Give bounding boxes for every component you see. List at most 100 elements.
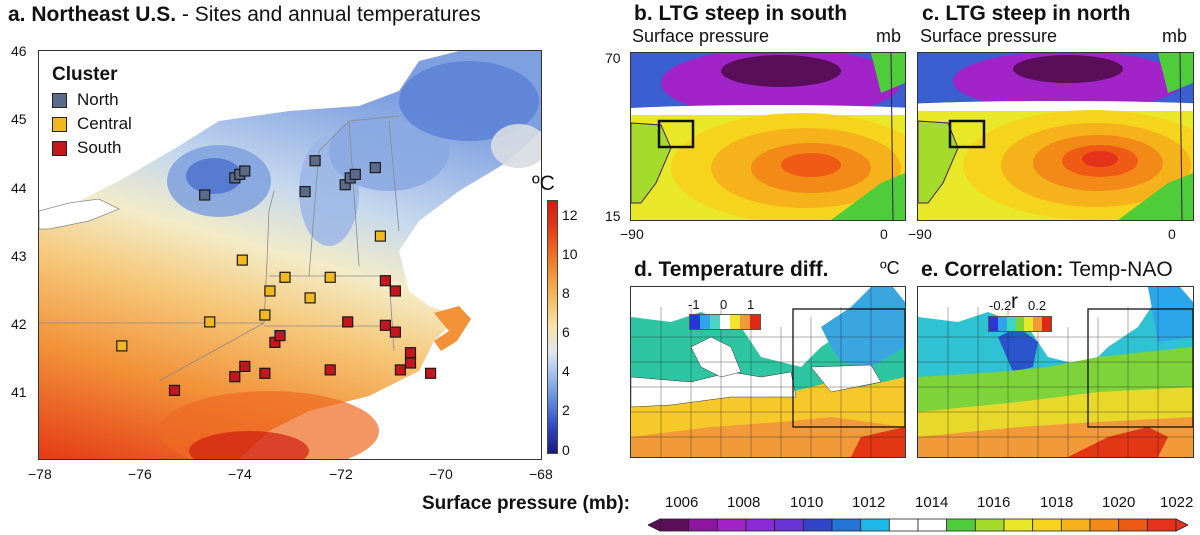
colorbar-cell-2 (688, 518, 718, 532)
correlation-map (918, 287, 1193, 457)
site-marker-central-9 (374, 230, 386, 242)
site-marker-central-2 (204, 316, 216, 328)
panel-b-ytick-70: 70 (605, 50, 621, 66)
pressure-tick-1016: 1016 (977, 494, 1011, 511)
panel-e-scalebar (988, 316, 1052, 332)
site-marker-south-12 (404, 357, 417, 369)
site-marker-north-4 (239, 165, 251, 177)
site-marker-south-9 (379, 319, 391, 331)
panel-b-subtitle: Surface pressure (632, 26, 770, 46)
temperature-colorbar (547, 200, 558, 454)
site-marker-south-11 (394, 364, 406, 376)
colorbar-cell-1 (659, 518, 690, 532)
panel-d-scale-tick-0: 0 (720, 297, 728, 312)
colorbar-cell-13 (1003, 518, 1034, 532)
panel-d-title: d. Temperature diff. (634, 258, 829, 281)
panel-a-title: a. Northeast U.S. - Sites and annual tem… (8, 3, 481, 26)
panel-c-xtick-90: −90 (908, 226, 932, 242)
panel-c-study-box (948, 119, 986, 149)
temperature-unit: ºC (532, 172, 555, 195)
panel-a-xtick-78: −78 (28, 466, 52, 482)
pressure-tick-1018: 1018 (1040, 494, 1074, 511)
colorbar-cell-10 (917, 518, 948, 532)
site-marker-south-15 (379, 275, 391, 287)
panel-b-ytick-15: 15 (605, 208, 621, 224)
colorbar-cell-17 (1118, 518, 1148, 532)
colorbar-cell-14 (1032, 518, 1062, 532)
site-marker-north-6 (309, 155, 321, 167)
colorbar-cell-18 (1146, 518, 1177, 532)
pressure-colorbar-label: Surface pressure (mb): (422, 493, 631, 514)
site-marker-south-16 (389, 285, 401, 297)
cbar-tick-6: 6 (562, 324, 570, 340)
panel-a-xtick-72: −72 (329, 466, 353, 482)
panel-a-ytick-44: 44 (11, 180, 27, 196)
colorbar-high-arrow (1175, 518, 1188, 532)
panel-a-map (38, 50, 542, 460)
panel-d-scalebar (689, 314, 761, 330)
pressure-colorbar (648, 518, 1188, 532)
site-marker-central-3 (236, 254, 248, 266)
pressure-tick-1008: 1008 (727, 494, 761, 511)
site-marker-south-10 (389, 326, 401, 338)
pressure-map-north (918, 53, 1193, 220)
site-marker-south-14 (425, 367, 437, 379)
colorbar-cell-7 (831, 518, 862, 532)
panel-e-study-box (1087, 308, 1193, 428)
colorbar-cell-6 (802, 518, 833, 532)
site-marker-south-7 (324, 364, 336, 376)
legend-title: Cluster (52, 64, 118, 85)
colorbar-cell-5 (774, 518, 804, 532)
site-marker-central-7 (324, 271, 336, 283)
colorbar-cell-9 (888, 518, 919, 532)
pressure-tick-1014: 1014 (915, 494, 949, 511)
panel-b-xtick-90: −90 (620, 226, 644, 242)
site-marker-south-6 (274, 330, 286, 342)
cbar-tick-8: 8 (562, 285, 570, 301)
panel-e-scale-symbol: r (1011, 290, 1018, 313)
legend-swatch-central (52, 116, 67, 132)
panel-d-unit: ºC (880, 258, 900, 278)
panel-a-xtick-68: −68 (529, 466, 553, 482)
panel-d-study-box (792, 308, 905, 428)
panel-a-xtick-76: −76 (128, 466, 152, 482)
colorbar-cell-11 (946, 518, 976, 532)
legend-swatch-north (52, 92, 67, 108)
legend-entry-central: Central (52, 112, 132, 136)
cluster-legend: Cluster North Central South (52, 64, 132, 160)
panel-e-scale-tick-02: 0.2 (1028, 298, 1047, 313)
pressure-tick-1010: 1010 (790, 494, 824, 511)
legend-entry-south: South (52, 136, 132, 160)
site-marker-north-10 (369, 161, 381, 174)
panel-d-scale-tick-1: 1 (747, 297, 755, 312)
panel-a-sites (116, 155, 437, 396)
panel-e-map (917, 286, 1194, 458)
panel-e-scale-tick-neg02: -0.2 (989, 298, 1012, 313)
panel-c-title: c. LTG steep in north (922, 2, 1131, 25)
site-marker-south-3 (239, 360, 251, 372)
cbar-tick-10: 10 (562, 246, 578, 262)
panel-a-ytick-46: 46 (11, 43, 27, 59)
panel-e-title: e. Correlation: Temp-NAO (921, 258, 1173, 281)
site-marker-south-8 (342, 316, 354, 328)
pressure-colorbar-cells (648, 518, 1188, 532)
cbar-tick-2: 2 (562, 402, 570, 418)
site-marker-central-1 (116, 340, 128, 352)
panel-a-xtick-74: −74 (228, 466, 252, 482)
site-marker-south-2 (229, 371, 241, 383)
site-marker-north-9 (349, 168, 361, 181)
legend-entry-north: North (52, 88, 132, 112)
colorbar-low-arrow (648, 518, 661, 532)
colorbar-cell-8 (860, 518, 890, 532)
panel-d-map (630, 286, 906, 458)
panel-b-title: b. LTG steep in south (634, 2, 848, 25)
colorbar-cell-15 (1060, 518, 1091, 532)
site-marker-south-1 (168, 384, 181, 396)
site-marker-south-13 (404, 347, 417, 359)
colorbar-cell-16 (1089, 518, 1120, 532)
site-marker-north-5 (299, 186, 311, 198)
site-marker-north-1 (199, 189, 211, 201)
panel-c-map (917, 52, 1194, 221)
pressure-tick-1020: 1020 (1102, 494, 1136, 511)
colorbar-cell-12 (974, 518, 1005, 532)
